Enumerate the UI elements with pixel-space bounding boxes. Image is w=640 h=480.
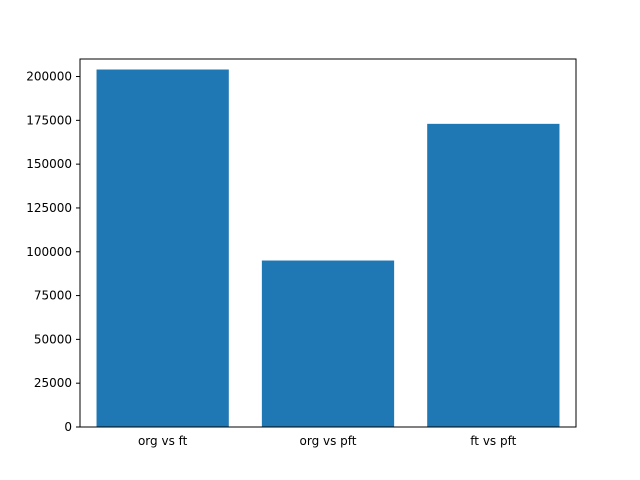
- y-tick-label: 175000: [26, 113, 72, 127]
- axes-spines: [79, 58, 577, 428]
- y-tick-label: 50000: [34, 332, 72, 346]
- x-tick-label: ft vs pft: [470, 434, 516, 448]
- bar-1: [96, 69, 229, 427]
- x-tick-label: org vs pft: [300, 434, 357, 448]
- y-tick-label: 100000: [26, 245, 72, 259]
- bar-3: [427, 123, 560, 427]
- y-tick-label: 0: [64, 420, 72, 434]
- bar-2: [261, 260, 395, 427]
- x-tick-label: org vs ft: [138, 434, 188, 448]
- y-tick-label: 75000: [34, 289, 72, 303]
- y-tick-label: 200000: [26, 70, 72, 84]
- y-tick-label: 150000: [26, 157, 72, 171]
- y-tick-label: 125000: [26, 201, 72, 215]
- y-tick-label: 25000: [34, 376, 72, 390]
